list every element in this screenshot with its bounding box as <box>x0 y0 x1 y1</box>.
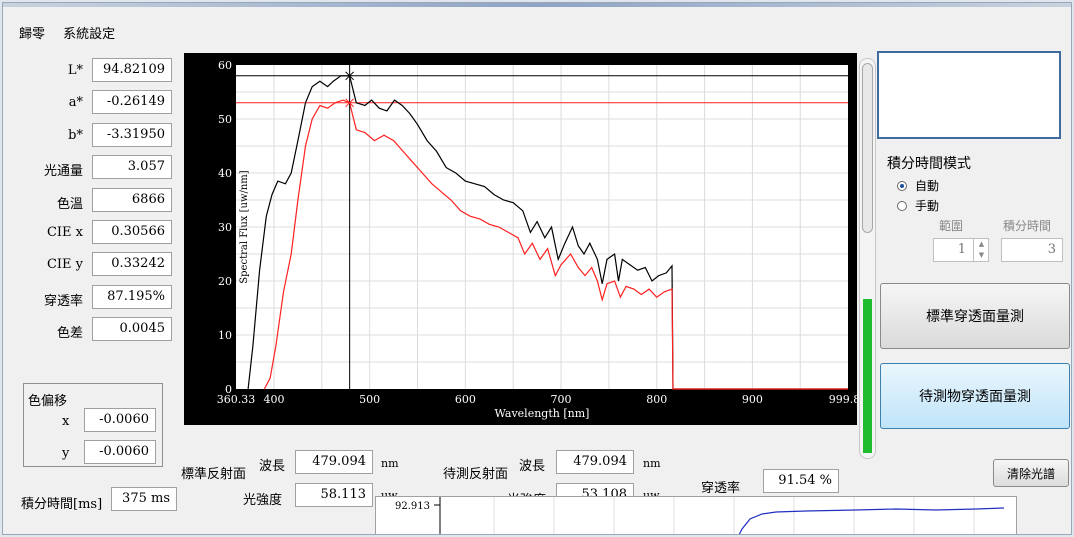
field-value[interactable]: 87.195% <box>92 284 172 309</box>
test-reflect-label: 待測反射面 <box>443 467 509 482</box>
std-wavelength-unit: nm <box>381 457 399 470</box>
color-shift-group: 色偏移 x -0.0060 y -0.0060 <box>23 383 163 467</box>
x-tick-label: 999.87 <box>829 393 857 406</box>
series-line <box>247 75 849 390</box>
measure-sample-button[interactable]: 待測物穿透面量測 <box>880 363 1070 429</box>
field-value[interactable]: 0.0045 <box>92 317 172 342</box>
field-value[interactable]: 94.82109 <box>92 58 172 82</box>
std-reflect-label: 標準反射面 <box>181 467 247 482</box>
y-tick-label: 30 <box>218 221 232 234</box>
title-bar <box>3 3 1071 7</box>
signal-level-bar[interactable] <box>859 58 876 459</box>
color-preview <box>877 51 1061 139</box>
mini-y-top-label: 92.913 <box>395 501 430 512</box>
field-label: L* <box>67 63 83 78</box>
integration-label: 積分時間[ms] <box>21 497 103 512</box>
field-value[interactable]: 0.30566 <box>92 220 172 244</box>
mini-series-line <box>738 507 1005 534</box>
mini-chart[interactable]: 92.913 <box>375 496 1017 534</box>
x-tick-label: 800 <box>646 393 667 406</box>
field-value[interactable]: -0.26149 <box>92 90 172 115</box>
test-wavelength-field: 479.094 <box>556 450 634 474</box>
std-wavelength-field: 479.094 <box>295 450 373 474</box>
field-label: CIE x <box>46 225 83 240</box>
x-tick-label: 500 <box>359 393 380 406</box>
field-label: CIE y <box>46 257 83 273</box>
int-time-field[interactable]: 3 <box>1001 238 1063 262</box>
x-tick-label: 400 <box>263 393 284 406</box>
y-tick-label: 50 <box>218 113 232 126</box>
field-label: 光通量 <box>43 164 83 180</box>
x-axis-label: Wavelength [nm] <box>495 407 590 420</box>
shift-y-field[interactable]: -0.0060 <box>84 440 156 464</box>
range-label: 範圍 <box>939 219 964 233</box>
menu-bar: 歸零 系統設定 <box>19 23 129 42</box>
field-value[interactable]: -3.31950 <box>92 122 172 147</box>
field-label: 色差 <box>56 326 83 342</box>
level-fill <box>863 299 872 453</box>
cursor-marker-black <box>345 71 355 81</box>
std-intensity-label: 光強度 <box>243 493 283 508</box>
field-label: b* <box>68 127 83 143</box>
x-tick-label: 360.33 <box>217 393 256 406</box>
y-axis-label: Spectral Flux [uw/nm] <box>239 170 250 283</box>
shift-x-field[interactable]: -0.0060 <box>84 408 156 432</box>
std-wavelength-label: 波長 <box>259 459 286 474</box>
menu-item-zero[interactable]: 歸零 <box>19 27 46 42</box>
test-wavelength-unit: nm <box>643 457 661 470</box>
spectrum-svg: 360.33 400 500 600 700 800 900 999.87 0 10 20 30 40 5… <box>217 59 868 420</box>
manual-label: 手動 <box>915 199 940 213</box>
shift-y-label: y <box>62 446 70 461</box>
x-tick-label: 600 <box>455 393 476 406</box>
std-intensity-field: 58.113 <box>295 483 373 507</box>
color-shift-title: 色偏移 <box>28 394 68 409</box>
mini-chart-svg: 92.913 <box>395 497 1005 534</box>
mode-title: 積分時間模式 <box>887 156 971 172</box>
spectrum-chart[interactable]: 360.33 400 500 600 700 800 900 999.87 0 10 20 30 40 5… <box>184 53 868 425</box>
manual-radio[interactable] <box>897 201 907 211</box>
measure-standard-button[interactable]: 標準穿透面量測 <box>880 283 1070 349</box>
field-value[interactable]: 6866 <box>92 187 172 212</box>
transmittance-field: 91.54 % <box>763 469 839 493</box>
x-tick-label: 700 <box>551 393 572 406</box>
menu-item-settings[interactable]: 系統設定 <box>63 27 116 42</box>
shift-x-label: x <box>62 414 70 429</box>
transmittance-label: 穿透率 <box>701 481 741 496</box>
cursor-marker-red <box>345 98 355 108</box>
x-tick-label: 900 <box>742 393 763 406</box>
y-tick-label: 0 <box>225 383 232 396</box>
field-label: 色溫 <box>56 196 83 212</box>
series-line <box>263 99 849 390</box>
test-wavelength-label: 波長 <box>519 459 546 474</box>
field-label: 穿透率 <box>43 293 83 309</box>
y-tick-label: 60 <box>218 59 232 72</box>
integration-field[interactable]: 375 ms <box>111 487 177 511</box>
clear-spectrum-button[interactable]: 清除光譜 <box>993 459 1069 487</box>
range-spinner[interactable]: 1 <box>933 238 989 262</box>
auto-label: 自動 <box>915 179 940 193</box>
field-value[interactable]: 0.33242 <box>92 252 172 277</box>
level-thumb[interactable] <box>862 63 873 233</box>
y-tick-label: 10 <box>218 329 232 342</box>
y-tick-label: 20 <box>218 275 232 288</box>
auto-radio[interactable] <box>897 181 907 191</box>
field-value[interactable]: 3.057 <box>92 155 172 180</box>
field-label: a* <box>68 95 83 111</box>
spinner-arrows[interactable]: ▲ ▼ <box>973 239 989 261</box>
int-time-label: 積分時間 <box>1003 219 1052 233</box>
y-tick-label: 40 <box>218 167 232 180</box>
